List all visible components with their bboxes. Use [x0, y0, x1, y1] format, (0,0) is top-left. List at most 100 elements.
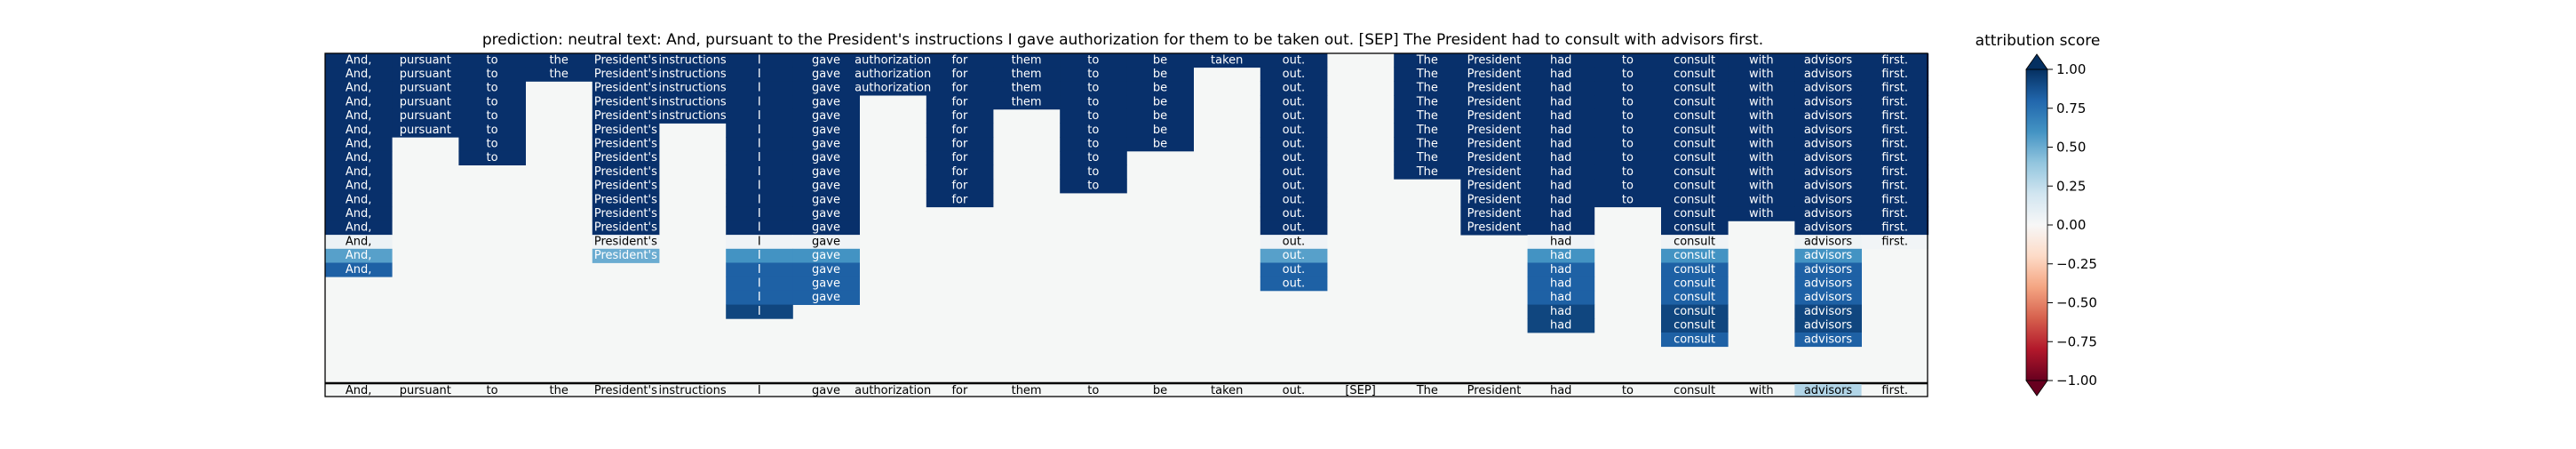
- heatmap-cell-label: to: [1087, 82, 1099, 95]
- heatmap-cell: [1260, 164, 1328, 180]
- colorbar-extend-max: [2025, 53, 2048, 70]
- heatmap-cell-label: first.: [1881, 151, 1908, 164]
- heatmap-cell: [1728, 164, 1795, 180]
- heatmap-cell-label: to: [1087, 68, 1099, 81]
- heatmap-cell: [1527, 53, 1595, 68]
- heatmap-cell-label: had: [1550, 305, 1571, 318]
- heatmap-cell-label: I: [758, 277, 761, 291]
- heatmap-cell: [1460, 137, 1528, 152]
- heatmap-cell: [1060, 179, 1127, 194]
- heatmap-cell: [325, 164, 393, 180]
- heatmap-cell: [1728, 53, 1795, 68]
- heatmap-cell-label: to: [1087, 53, 1099, 67]
- heatmap-cell-label: advisors: [1804, 124, 1853, 137]
- heatmap-cell: [1794, 108, 1862, 124]
- heatmap-cell: [926, 108, 994, 124]
- heatmap-cell: [1794, 67, 1862, 82]
- heatmap-cell-label: out.: [1283, 124, 1305, 137]
- heatmap-cell-label: I: [758, 124, 761, 137]
- heatmap-cell: [1728, 95, 1795, 110]
- heatmap-cell-label: instructions: [659, 95, 727, 108]
- heatmap-cell: [1126, 67, 1194, 82]
- heatmap-cell: [1527, 206, 1595, 221]
- heatmap-cell: [325, 108, 393, 124]
- heatmap-cell: [1661, 206, 1729, 221]
- heatmap-cell-label: out.: [1283, 165, 1305, 179]
- heatmap-cell: [859, 53, 927, 68]
- heatmap-cell-label: to: [1622, 53, 1634, 67]
- heatmap-cell: [792, 123, 860, 138]
- heatmap-cell: [1861, 67, 1929, 82]
- heatmap-cell-label: to: [486, 138, 497, 151]
- heatmap-cell: [1661, 81, 1729, 96]
- heatmap-cell-label: instructions: [659, 53, 727, 67]
- heatmap-cell-label: The: [1416, 165, 1438, 179]
- heatmap-cell-label: gave: [812, 82, 840, 95]
- heatmap-cells: [325, 53, 1929, 348]
- heatmap-cell-label: consult: [1674, 207, 1715, 220]
- heatmap-cell: [1728, 123, 1795, 138]
- heatmap-cell: [1527, 108, 1595, 124]
- heatmap-cell-label: to: [1622, 68, 1634, 81]
- heatmap-cell: [592, 179, 660, 194]
- heatmap-cell: [325, 206, 393, 221]
- heatmap-cell: [1728, 67, 1795, 82]
- heatmap-cell-label: I: [758, 235, 761, 248]
- heatmap-cell-label: advisors: [1804, 109, 1853, 123]
- heatmap-cell: [1060, 53, 1127, 68]
- heatmap-cell: [325, 220, 393, 236]
- heatmap-cell: [592, 53, 660, 68]
- heatmap-cell-label: President: [1467, 109, 1522, 123]
- heatmap-cell-label: for: [951, 165, 968, 179]
- heatmap-cell-label: consult: [1674, 151, 1715, 164]
- heatmap-cell-label: to: [1087, 95, 1099, 108]
- heatmap-cell: [1861, 53, 1929, 68]
- heatmap-cell-label: pursuant: [400, 68, 451, 81]
- heatmap-cell: [1861, 81, 1929, 96]
- token-label: consult: [1674, 384, 1715, 397]
- heatmap-cell-label: out.: [1283, 277, 1305, 291]
- heatmap-cell: [592, 206, 660, 221]
- heatmap-cell-label: to: [1622, 193, 1634, 206]
- heatmap-cell: [1460, 123, 1528, 138]
- heatmap-cell-label: gave: [812, 180, 840, 193]
- heatmap-cell: [525, 53, 593, 68]
- heatmap-cell-label: had: [1550, 263, 1571, 277]
- heatmap-cell-label: advisors: [1804, 249, 1853, 262]
- heatmap-cell-label: consult: [1674, 95, 1715, 108]
- token-label: first.: [1881, 384, 1908, 397]
- heatmap-cell: [592, 248, 660, 263]
- heatmap-cell: [1527, 164, 1595, 180]
- heatmap-cell-label: President: [1467, 221, 1522, 235]
- heatmap-cell-label: I: [758, 53, 761, 67]
- heatmap-cell: [1594, 123, 1662, 138]
- heatmap-cell: [1460, 206, 1528, 221]
- heatmap-cell: [1661, 262, 1729, 277]
- heatmap-cell: [659, 95, 727, 110]
- heatmap-cell-label: advisors: [1804, 180, 1853, 193]
- colorbar-title: attribution score: [1976, 32, 2101, 50]
- heatmap-cell: [1794, 206, 1862, 221]
- heatmap-cell: [1060, 150, 1127, 165]
- heatmap-cell: [993, 67, 1061, 82]
- heatmap-cell: [792, 193, 860, 208]
- heatmap-cell: [1460, 53, 1528, 68]
- heatmap-cell: [859, 81, 927, 96]
- heatmap-cell-label: President's: [594, 180, 657, 193]
- heatmap-cell-label: be: [1153, 138, 1167, 151]
- heatmap-cell: [1126, 108, 1194, 124]
- heatmap-cell-label: first.: [1881, 68, 1908, 81]
- heatmap-cell: [1260, 81, 1328, 96]
- heatmap-cell-label: first.: [1881, 109, 1908, 123]
- heatmap-cell-label: consult: [1674, 138, 1715, 151]
- heatmap-cell-label: consult: [1674, 263, 1715, 277]
- heatmap-cell: [1460, 95, 1528, 110]
- heatmap-cell-label: gave: [812, 263, 840, 277]
- heatmap-cell: [726, 262, 793, 277]
- heatmap-cell-label: to: [1087, 165, 1099, 179]
- colorbar-tick-label: −0.25: [2056, 256, 2097, 272]
- heatmap-cell-label: first.: [1881, 221, 1908, 235]
- heatmap-cell-label: to: [1087, 124, 1099, 137]
- heatmap-cell: [1260, 123, 1328, 138]
- heatmap-cell: [325, 123, 393, 138]
